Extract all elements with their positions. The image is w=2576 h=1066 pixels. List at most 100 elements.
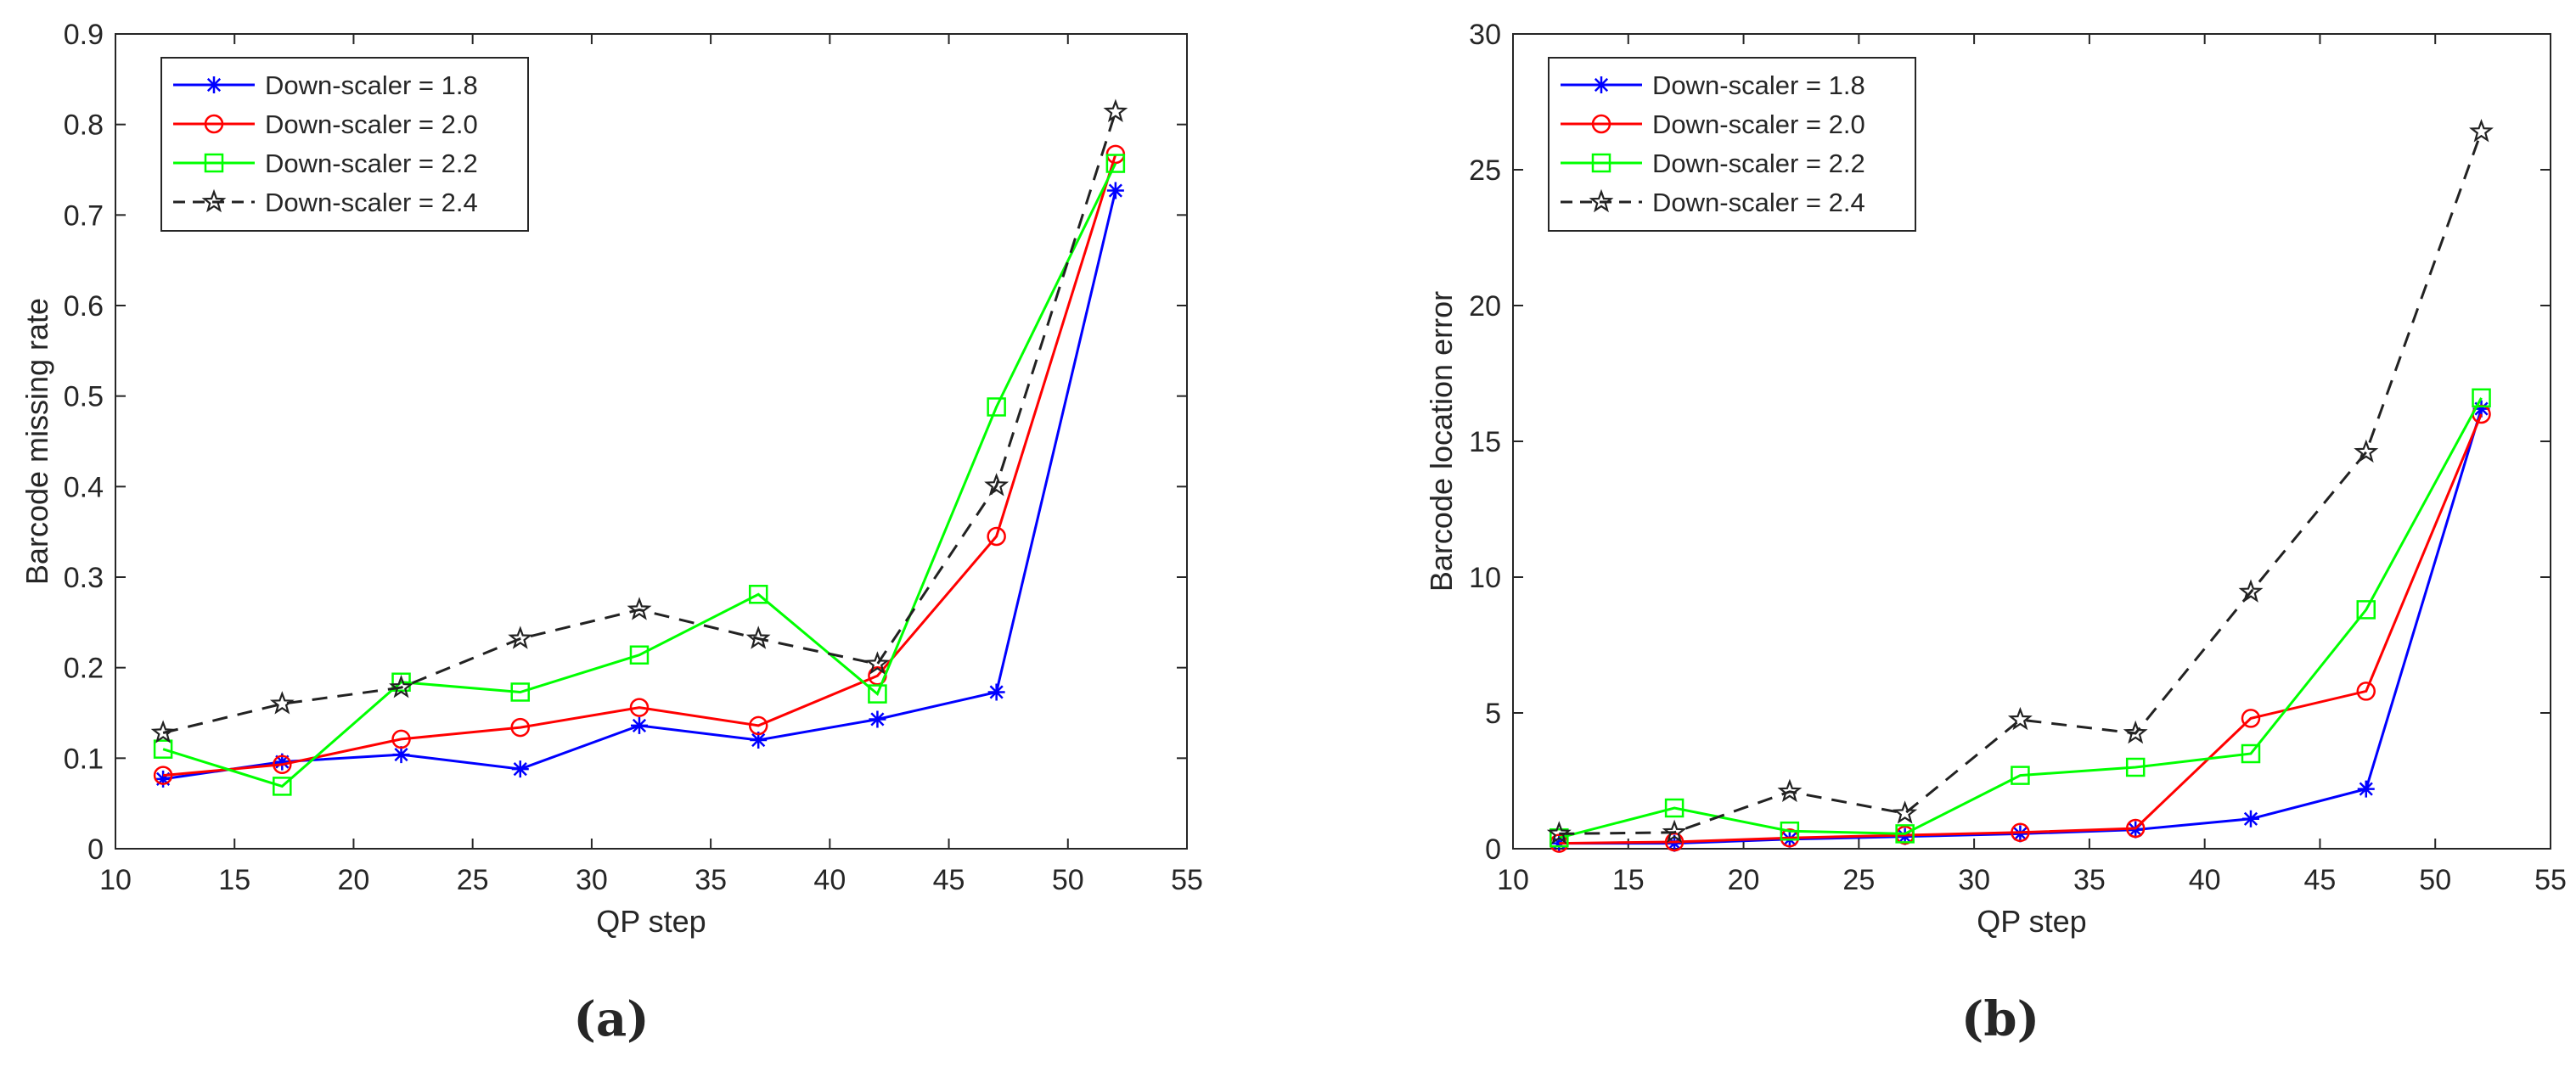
x-tick-label: 45 [2304,864,2337,896]
x-tick-label: 30 [1958,864,1990,896]
data-point [748,585,768,604]
x-tick-label: 10 [99,864,132,896]
data-point [511,760,529,778]
data-point [630,716,648,734]
x-tick-label: 40 [813,864,846,896]
data-point [1103,98,1128,122]
x-tick-label: 15 [218,864,250,896]
data-point [2472,400,2490,418]
y-axis-label: Barcode location error [1424,291,1459,592]
data-point [389,674,413,699]
data-point [2241,709,2261,728]
panel-label: (a) [573,991,649,1047]
data-point [869,710,886,728]
y-tick-label: 0.3 [64,562,104,594]
data-point [750,732,768,749]
data-point [1666,834,1684,852]
y-tick-label: 10 [1469,562,1501,594]
legend-marker [1591,153,1611,173]
y-tick-label: 15 [1469,426,1501,458]
data-point [273,777,292,796]
data-point [864,651,890,675]
data-point [1777,778,1803,803]
series-3 [1550,388,2491,848]
data-point [2354,439,2379,463]
legend-marker [205,76,222,93]
x-tick-label: 20 [1728,864,1760,896]
series-line [1559,131,2483,835]
y-tick-label: 0.8 [64,109,104,142]
x-axis-label: QP step [596,904,706,939]
panel-label: (b) [1961,991,2039,1047]
series-line [162,162,1117,788]
data-point [1780,821,1800,841]
y-tick-label: 0.7 [64,199,104,232]
y-tick-label: 0.5 [64,381,104,413]
data-point [269,691,295,715]
x-tick-label: 55 [1171,864,1203,896]
legend-marker [201,188,227,213]
data-point [392,746,410,764]
data-point [987,683,1005,701]
x-tick-label: 25 [1842,864,1875,896]
legend-label: Down-scaler = 2.4 [265,188,478,217]
data-point [2238,579,2264,603]
y-tick-label: 0.1 [64,743,104,775]
data-point [2011,822,2030,843]
series-2 [153,144,1126,785]
data-point [629,645,650,665]
legend: Down-scaler = 1.8 Down-scaler = 2.0 Down-s… [160,57,529,232]
x-tick-label: 35 [2073,864,2106,896]
y-tick-label: 0.9 [64,19,104,51]
legend-label: Down-scaler = 2.0 [1652,109,1865,139]
chart-panel-a: 10 15 20 25 30 35 40 45 50 55 0 0.1 0.2 0.3 0.4 0.5 0.6 0… [20,19,1203,1047]
x-tick-label: 45 [933,864,965,896]
data-point [629,698,650,717]
series-line [162,111,1117,734]
data-point [745,626,771,649]
series-4 [150,98,1128,743]
data-point [1105,154,1126,173]
y-tick-label: 0.2 [64,653,104,685]
legend-label: Down-scaler = 2.4 [1652,188,1865,217]
y-tick-label: 25 [1469,154,1501,187]
legend-label: Down-scaler = 1.8 [1652,70,1865,100]
series-1 [155,182,1124,788]
data-point [510,717,531,738]
x-tick-label: 40 [2189,864,2221,896]
data-point [987,397,1006,417]
data-point [2469,119,2494,143]
x-tick-label: 30 [576,864,608,896]
series-4 [1546,119,2494,844]
data-point [391,672,411,692]
series-line [1559,413,2483,845]
data-point [2007,706,2033,731]
data-point [1550,828,1569,848]
y-tick-label: 20 [1469,290,1501,323]
legend-label: Down-scaler = 2.0 [265,109,478,139]
x-tick-label: 50 [2419,864,2451,896]
y-tick-label: 30 [1469,19,1501,51]
data-point [2356,682,2376,701]
legend-label: Down-scaler = 2.2 [1652,149,1865,178]
y-tick-label: 0.6 [64,290,104,323]
data-point [1662,819,1687,844]
x-tick-label: 10 [1497,864,1529,896]
x-tick-label: 55 [2534,864,2567,896]
x-axis-label: QP step [1977,904,2086,939]
data-point [1664,798,1685,818]
x-tick-label: 15 [1612,864,1645,896]
data-point [984,473,1010,497]
legend-label: Down-scaler = 2.2 [265,149,478,178]
data-point [508,626,533,649]
legend-box [1548,57,1916,232]
legend-marker [204,153,224,173]
legend-marker [1589,188,1614,213]
data-point [868,684,887,704]
x-tick-label: 35 [695,864,727,896]
data-point [2356,600,2376,620]
legend-marker [1593,76,1610,93]
data-point [153,739,173,759]
data-point [273,753,291,771]
data-point [2241,810,2259,828]
